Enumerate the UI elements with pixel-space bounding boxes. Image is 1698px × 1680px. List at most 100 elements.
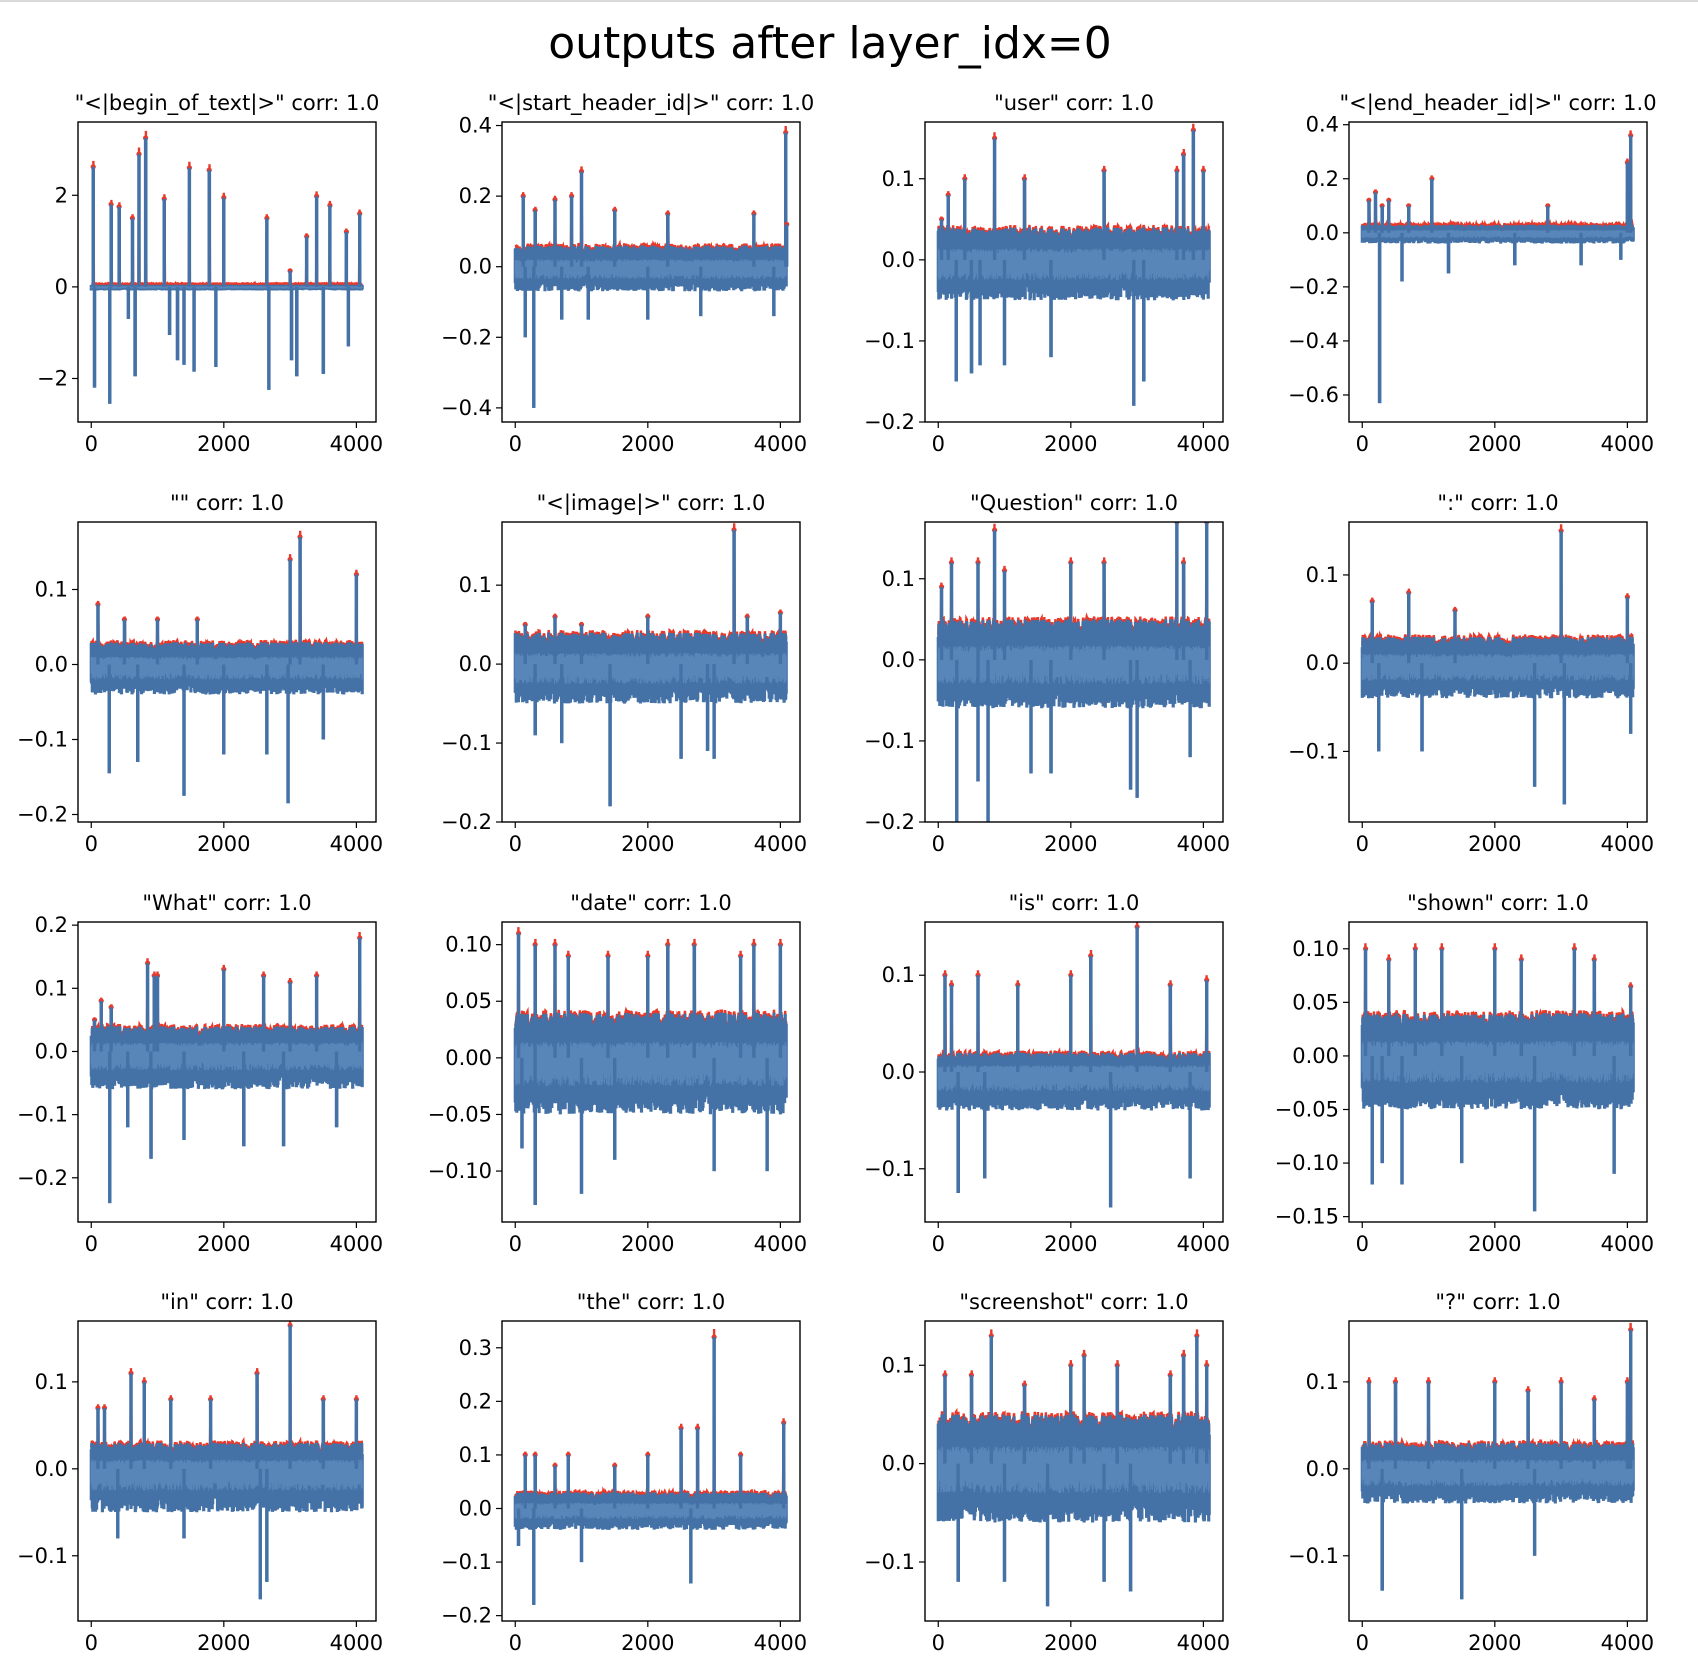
subplot-title: "What" corr: 1.0 <box>142 891 311 915</box>
subplot-title: "<|image|>" corr: 1.0 <box>537 491 766 516</box>
subplot-6: 0 2000 4000 −0.2 −0.1 0.0 0.1 "<|image|>" corr:… <box>441 491 807 856</box>
x-tick-label: 4000 <box>754 432 807 456</box>
y-tick-label: 0.4 <box>459 114 492 138</box>
y-tick-label: −0.1 <box>441 731 492 755</box>
y-tick-label: 0.1 <box>882 167 915 191</box>
y-tick-label: −0.1 <box>864 1157 915 1181</box>
x-tick-label: 2000 <box>197 432 250 456</box>
x-tick-label: 2000 <box>197 832 250 856</box>
subplot-4: 0 2000 4000 −0.6 −0.4 −0.2 0.0 0.2 0.4"<|end_hea… <box>1288 91 1657 456</box>
x-tick-label: 2000 <box>1044 432 1097 456</box>
subplot-1: 0 2000 4000 −2 0 2 "<|begin_of_text|>" corr: 1… <box>37 91 383 456</box>
y-tick-label: 0.0 <box>882 1452 915 1476</box>
y-tick-label: 0.0 <box>459 652 492 676</box>
x-tick-label: 4000 <box>1601 1631 1654 1655</box>
x-tick-label: 4000 <box>1601 432 1654 456</box>
y-tick-label: 0.0 <box>459 255 492 279</box>
x-tick-label: 2000 <box>621 832 674 856</box>
x-tick-label: 0 <box>85 1232 98 1256</box>
x-tick-label: 2000 <box>621 1232 674 1256</box>
x-tick-label: 2000 <box>621 1631 674 1655</box>
y-tick-label: −0.2 <box>441 325 492 349</box>
axes-frame <box>77 921 377 1223</box>
subplot-15: 0 2000 4000 −0.1 0.0 0.1 "screenshot" corr: 1.… <box>864 1290 1230 1655</box>
y-tick-label: 0.1 <box>459 1443 492 1467</box>
x-tick-label: 0 <box>1356 432 1369 456</box>
x-tick-label: 4000 <box>754 1232 807 1256</box>
subplot-title: "" corr: 1.0 <box>170 491 284 515</box>
subplot-11: 0 2000 4000 −0.1 0.0 0.1 "is" corr: 1.0 <box>864 891 1230 1256</box>
y-tick-label: 0.1 <box>1306 563 1339 587</box>
y-tick-label: 0.0 <box>35 1039 68 1063</box>
plot-area <box>1360 943 1635 1212</box>
series-reference-line <box>937 123 1211 244</box>
y-tick-label: 0.10 <box>445 933 492 957</box>
x-tick-label: 2000 <box>197 1631 250 1655</box>
series-reference-line <box>1361 524 1634 650</box>
plot-area <box>1360 524 1635 805</box>
plot-area <box>89 130 364 404</box>
y-tick-label: −0.1 <box>864 329 915 353</box>
axes-frame <box>924 521 1224 823</box>
x-tick-label: 2000 <box>1468 432 1521 456</box>
y-tick-label: 2 <box>55 183 68 207</box>
x-tick-label: 2000 <box>621 432 674 456</box>
subplot-12: 0 2000 4000 −0.15 −0.10 −0.05 0.00 0.05 0.10 "sho… <box>1275 891 1654 1256</box>
plot-area <box>936 123 1211 406</box>
series-output-core <box>90 619 363 734</box>
y-tick-label: −0.05 <box>428 1102 492 1126</box>
subplot-title: "the" corr: 1.0 <box>577 1290 726 1314</box>
subplot-5: 0 2000 4000 −0.2 −0.1 0.0 0.1 "" corr: 1.0 <box>17 491 383 856</box>
x-tick-label: 0 <box>932 1232 945 1256</box>
series-output-core <box>937 1021 1210 1140</box>
y-tick-label: 0 <box>55 275 68 299</box>
y-tick-label: 0.0 <box>1306 221 1339 245</box>
y-tick-label: −0.1 <box>17 728 68 752</box>
x-tick-label: 0 <box>932 432 945 456</box>
y-tick-label: 0.05 <box>445 989 492 1013</box>
y-tick-label: −0.2 <box>441 810 492 834</box>
x-tick-label: 0 <box>1356 832 1369 856</box>
subplot-13: 0 2000 4000 −0.1 0.0 0.1 "in" corr: 1.0 <box>17 1290 383 1655</box>
plot-area <box>936 922 1211 1208</box>
y-tick-label: −0.15 <box>1275 1205 1339 1229</box>
y-tick-label: 0.00 <box>445 1046 492 1070</box>
subplot-title: "in" corr: 1.0 <box>160 1290 293 1314</box>
plot-area <box>89 931 364 1204</box>
axes-frame <box>501 521 801 823</box>
y-tick-label: 0.1 <box>882 1353 915 1377</box>
x-tick-label: 2000 <box>1468 832 1521 856</box>
window-top-border <box>0 0 1698 2</box>
y-tick-label: −0.1 <box>17 1103 68 1127</box>
x-tick-label: 0 <box>509 1232 522 1256</box>
y-tick-label: 0.4 <box>1306 113 1339 137</box>
subplot-title: "screenshot" corr: 1.0 <box>959 1290 1188 1314</box>
y-tick-label: −0.1 <box>17 1544 68 1568</box>
y-tick-label: −0.1 <box>1288 1544 1339 1568</box>
plot-area <box>513 125 790 408</box>
x-tick-label: 4000 <box>1177 832 1230 856</box>
subplot-title: "<|begin_of_text|>" corr: 1.0 <box>75 91 380 116</box>
y-tick-label: 0.0 <box>1306 651 1339 675</box>
y-tick-label: −0.1 <box>864 1550 915 1574</box>
axes-frame <box>1348 921 1648 1223</box>
y-tick-label: 0.00 <box>1292 1044 1339 1068</box>
y-tick-label: −0.1 <box>441 1550 492 1574</box>
y-tick-label: 0.1 <box>882 963 915 987</box>
subplot-14: 0 2000 4000 −0.2 −0.1 0.0 0.1 0.2 0.3 "the" corr:… <box>441 1290 807 1655</box>
x-tick-label: 0 <box>509 1631 522 1655</box>
plot-area <box>513 523 788 807</box>
plot-area <box>513 1328 788 1605</box>
x-tick-label: 2000 <box>1044 832 1097 856</box>
series-output-core <box>90 234 363 346</box>
x-tick-label: 0 <box>1356 1631 1369 1655</box>
y-tick-label: 0.0 <box>35 653 68 677</box>
y-tick-label: 0.2 <box>459 1389 492 1413</box>
y-tick-label: −2 <box>37 366 68 390</box>
figure-title: outputs after layer_idx=0 <box>548 18 1112 69</box>
subplot-8: 0 2000 4000 −0.1 0.0 0.1 ":" corr: 1.0 <box>1288 491 1654 856</box>
x-tick-label: 0 <box>932 832 945 856</box>
y-tick-label: 0.0 <box>882 248 915 272</box>
y-tick-label: 0.1 <box>35 578 68 602</box>
series-output-core <box>90 1418 363 1534</box>
